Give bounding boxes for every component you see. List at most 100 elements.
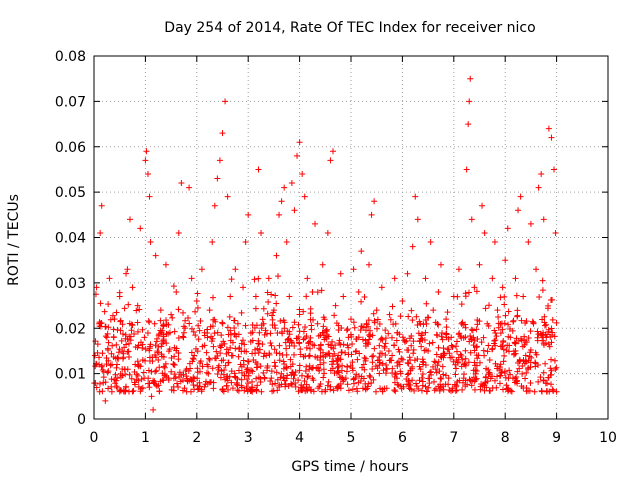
band-point: [525, 334, 532, 341]
band-point: [105, 301, 112, 308]
band-point: [513, 373, 520, 380]
band-point: [510, 318, 517, 325]
band-point: [155, 382, 162, 389]
band-point: [146, 384, 153, 391]
band-point: [551, 357, 558, 364]
band-point: [94, 349, 101, 356]
data-point: [111, 316, 118, 323]
data-point: [383, 366, 390, 373]
band-point: [283, 345, 290, 352]
band-point: [440, 345, 447, 352]
band-point: [220, 338, 227, 345]
data-point: [270, 307, 277, 314]
band-point: [471, 337, 478, 344]
tick-layer: 0 1 2 3 4 5 6 7 8 9 10 0 0.01 0.02 0.03 0.04 0.05 0.06 0.0…: [55, 49, 617, 446]
band-point: [553, 364, 560, 371]
band-point: [295, 377, 302, 384]
band-point: [453, 365, 460, 372]
band-point: [436, 387, 443, 394]
band-point: [331, 312, 338, 319]
band-point: [496, 380, 503, 387]
data-point: [170, 361, 177, 368]
band-point: [244, 364, 251, 371]
band-point: [437, 375, 444, 382]
data-point: [476, 261, 483, 268]
band-point: [238, 340, 245, 347]
band-point: [543, 388, 550, 395]
data-point: [553, 388, 560, 395]
band-point: [131, 379, 138, 386]
band-point: [212, 318, 219, 325]
band-point: [126, 320, 133, 327]
band-point: [497, 361, 504, 368]
y-axis-label: ROTI / TECUs: [6, 194, 22, 286]
band-point: [255, 374, 262, 381]
band-point: [303, 363, 310, 370]
band-point: [471, 362, 478, 369]
data-point: [229, 352, 236, 359]
data-point: [93, 284, 100, 291]
data-point: [396, 361, 403, 368]
band-point: [325, 378, 332, 385]
band-point: [447, 354, 454, 361]
band-point: [371, 317, 378, 324]
data-point: [222, 98, 229, 105]
band-point: [318, 287, 325, 294]
band-point: [442, 372, 449, 379]
band-point: [519, 370, 526, 377]
band-point: [158, 351, 165, 358]
band-point: [113, 364, 120, 371]
band-point: [157, 378, 164, 385]
data-point: [552, 229, 559, 236]
band-point: [248, 387, 255, 394]
band-point: [114, 326, 121, 333]
data-point: [148, 393, 155, 400]
data-point: [146, 193, 153, 200]
data-point: [407, 357, 414, 364]
x-tick-label: 10: [599, 430, 617, 446]
band-point: [170, 383, 177, 390]
band-point: [539, 287, 546, 294]
band-point: [426, 369, 433, 376]
data-point: [440, 352, 447, 359]
band-point: [322, 327, 329, 334]
data-point: [150, 406, 157, 413]
data-point: [463, 166, 470, 173]
band-point: [382, 327, 389, 334]
data-point: [468, 216, 475, 223]
band-point: [156, 364, 163, 371]
data-point: [242, 239, 249, 246]
data-point: [132, 361, 139, 368]
band-point: [188, 377, 195, 384]
band-point: [145, 367, 152, 374]
data-point: [324, 229, 331, 236]
band-point: [502, 312, 509, 319]
band-point: [153, 338, 160, 345]
band-point: [244, 358, 251, 365]
band-point: [483, 365, 490, 372]
band-point: [209, 294, 216, 301]
data-point: [162, 261, 169, 268]
band-point: [279, 351, 286, 358]
band-point: [126, 371, 133, 378]
band-point: [268, 368, 275, 375]
data-point: [294, 152, 301, 159]
data-point: [137, 225, 144, 232]
data-point: [432, 366, 439, 373]
band-point: [318, 388, 325, 395]
data-point: [139, 357, 146, 364]
band-point: [306, 362, 313, 369]
band-point: [284, 336, 291, 343]
band-point: [356, 373, 363, 380]
data-point: [389, 352, 396, 359]
band-point: [207, 323, 214, 330]
data-point: [540, 216, 547, 223]
data-point: [376, 357, 383, 364]
band-point: [260, 353, 267, 360]
data-point: [450, 293, 457, 300]
band-point: [205, 370, 212, 377]
band-point: [268, 342, 275, 349]
band-point: [224, 324, 231, 331]
band-point: [421, 337, 428, 344]
